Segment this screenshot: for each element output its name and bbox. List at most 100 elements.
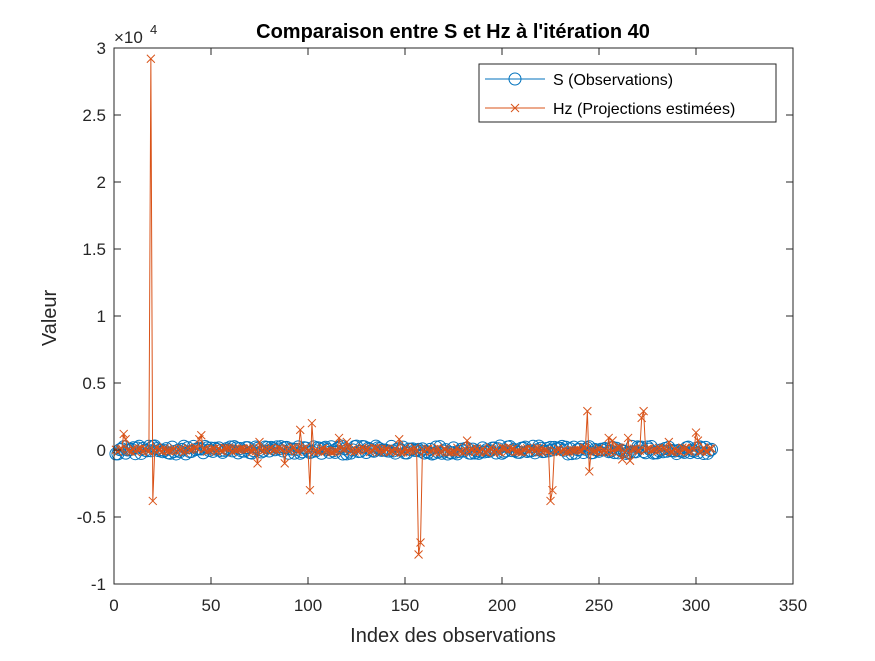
data-point-hz	[617, 455, 627, 464]
data-point-hz	[680, 444, 689, 454]
data-point-hz	[491, 444, 501, 454]
legend-box	[478, 63, 777, 123]
legend-marker-hz	[510, 103, 520, 113]
x-tick-label: 0	[109, 596, 118, 615]
data-point-hz	[608, 436, 617, 445]
data-point-hz	[191, 443, 200, 452]
y-exponent-label: ×10 4	[114, 22, 157, 47]
data-point-hz	[507, 444, 517, 454]
legend-label-s: S (Observations)	[553, 72, 673, 89]
data-point-hz	[253, 459, 262, 468]
y-tick-label: 2	[97, 173, 106, 192]
data-point-hz	[515, 447, 524, 457]
data-point-hz	[526, 444, 536, 454]
x-tick-label: 350	[779, 596, 807, 615]
x-tick-label: 250	[585, 596, 613, 615]
x-tick-label: 150	[391, 596, 419, 615]
data-point-hz	[334, 433, 344, 443]
data-point-hz	[255, 437, 264, 447]
series-hz	[111, 54, 716, 559]
data-point-hz	[142, 446, 152, 456]
data-point-hz	[117, 444, 127, 454]
x-tick-label: 100	[294, 596, 322, 615]
data-point-hz	[421, 444, 431, 454]
data-point-hz	[583, 406, 592, 416]
data-point-hz	[542, 446, 551, 455]
data-point-hz	[439, 444, 449, 454]
data-point-hz	[664, 437, 674, 447]
data-point-hz	[701, 446, 711, 456]
data-point-hz	[416, 538, 425, 547]
y-tick-label: 1.5	[82, 240, 106, 259]
data-point-hz	[313, 447, 323, 457]
data-point-hz	[460, 446, 470, 456]
data-point-hz	[146, 54, 156, 64]
data-point-hz	[414, 550, 423, 559]
data-point-hz	[637, 413, 647, 423]
data-point-hz	[610, 448, 619, 457]
data-point-hz	[633, 446, 643, 456]
data-point-hz	[148, 496, 158, 506]
y-tick-label: 0	[97, 441, 106, 460]
y-tick-label: 0.5	[82, 374, 106, 393]
data-point-hz	[311, 446, 321, 456]
y-tick-label: -1	[91, 575, 106, 594]
data-point-hz	[579, 443, 588, 452]
plot-area	[109, 54, 719, 559]
data-point-hz	[332, 446, 342, 456]
data-point-hz	[548, 485, 557, 495]
data-point-hz	[260, 445, 270, 455]
data-point-hz	[678, 443, 687, 453]
data-point-hz	[115, 444, 125, 454]
data-point-hz	[575, 445, 584, 455]
data-point-hz	[705, 444, 714, 453]
data-point-hz	[293, 447, 303, 457]
data-point-hz	[546, 496, 555, 506]
y-tick-label: 1	[97, 307, 106, 326]
data-point-hz	[629, 444, 639, 454]
y-tick-label: -0.5	[77, 508, 106, 527]
data-point-hz	[189, 444, 198, 454]
data-point-hz	[623, 433, 633, 443]
x-tick-label: 300	[682, 596, 710, 615]
data-point-hz	[163, 446, 173, 456]
data-point-hz	[280, 459, 290, 468]
y-tick-label: 2.5	[82, 106, 106, 125]
data-point-hz	[532, 443, 542, 452]
data-point-hz	[534, 448, 544, 457]
data-point-hz	[216, 446, 226, 456]
data-point-hz	[319, 443, 328, 453]
data-point-hz	[222, 444, 231, 453]
legend-label-hz: Hz (Projections estimées)	[553, 101, 735, 118]
data-point-hz	[295, 425, 305, 435]
data-point-hz	[584, 467, 594, 476]
data-point-hz	[639, 406, 648, 416]
data-point-hz	[251, 447, 260, 456]
data-point-hz	[513, 447, 522, 456]
data-point-hz	[689, 445, 699, 455]
data-point-hz	[259, 446, 268, 455]
data-point-hz	[330, 446, 340, 456]
data-point-hz	[121, 434, 130, 444]
y-exponent-base: ×10	[114, 28, 143, 47]
x-tick-label: 50	[202, 596, 221, 615]
y-tick-label: 3	[97, 39, 106, 58]
data-point-hz	[307, 418, 317, 428]
data-point-hz	[321, 446, 330, 456]
data-point-hz	[342, 437, 352, 447]
data-point-hz	[602, 447, 612, 457]
data-point-hz	[447, 448, 456, 457]
x-tick-label: 200	[488, 596, 516, 615]
chart-title: Comparaison entre S et Hz à l'itération …	[256, 21, 650, 43]
data-point-hz	[691, 428, 701, 437]
data-point-hz	[581, 443, 590, 453]
data-point-hz	[462, 436, 472, 445]
x-axis-label: Index des observations	[350, 625, 556, 647]
data-point-hz	[119, 429, 129, 439]
data-point-hz	[196, 430, 206, 440]
axes: 0 50 100 150 200 250 300 350 -1 -0.5 0 0.5 1 1.5 2 2.5 3	[77, 39, 807, 615]
data-point-hz	[666, 447, 676, 457]
data-point-hz	[338, 444, 348, 454]
